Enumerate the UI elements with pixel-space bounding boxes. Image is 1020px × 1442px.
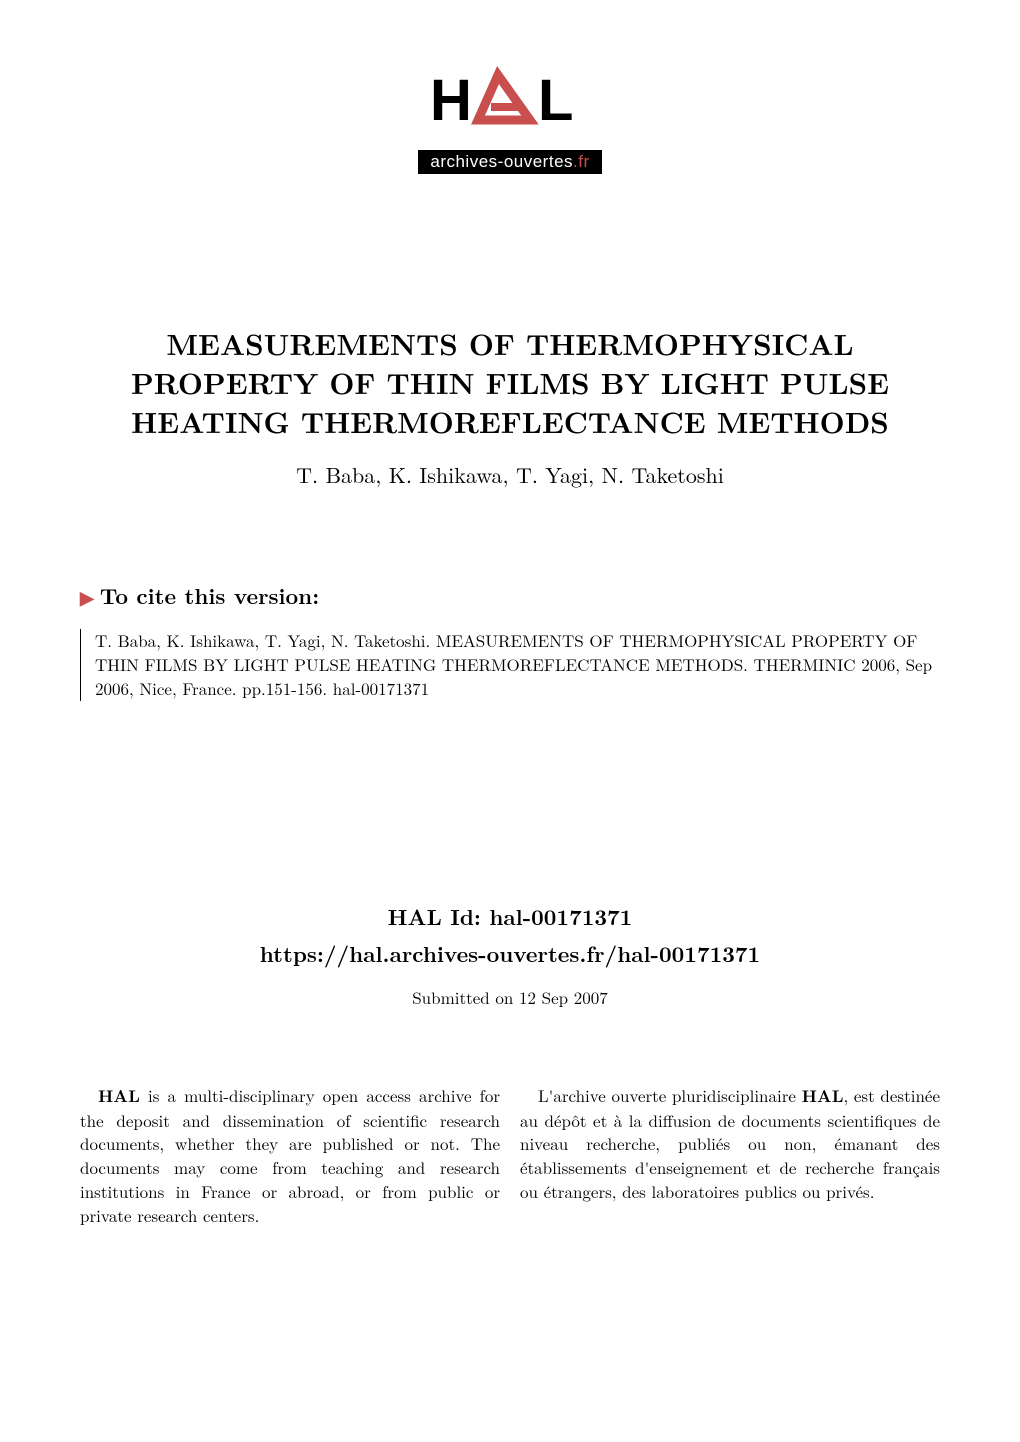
hal-id: HAL Id: hal-00171371: [0, 901, 1020, 932]
paper-title: MEASUREMENTS OF THERMOPHYSICAL PROPERTY …: [80, 324, 940, 441]
cite-heading: ▶To cite this version:: [80, 580, 940, 611]
description-left: HAL is a multi-disciplinary open access …: [80, 1084, 500, 1228]
hal-bold-left: HAL: [98, 1084, 140, 1108]
tagline-prefix: archives-ouvertes: [430, 152, 573, 171]
arrow-icon: ▶: [80, 585, 94, 610]
submitted-date: Submitted on 12 Sep 2007: [0, 985, 1020, 1009]
description-section: HAL is a multi-disciplinary open access …: [0, 1084, 1020, 1228]
svg-text:H: H: [430, 68, 474, 133]
description-right-prefix: L'archive ouverte pluridisciplinaire: [538, 1083, 802, 1107]
paper-authors: T. Baba, K. Ishikawa, T. Yagi, N. Taketo…: [80, 459, 940, 490]
hal-id-section: HAL Id: hal-00171371 https://hal.archive…: [0, 901, 1020, 1009]
logo-container: H L archives-ouvertes.fr: [0, 0, 1020, 174]
description-right: L'archive ouverte pluridisciplinaire HAL…: [520, 1084, 940, 1228]
cite-heading-text: To cite this version:: [100, 580, 319, 611]
tagline-suffix: .fr: [573, 152, 590, 171]
hal-logo-svg: H L: [420, 65, 600, 135]
svg-text:L: L: [538, 68, 575, 133]
logo-letters: H L: [418, 65, 601, 149]
cite-section: ▶To cite this version: T. Baba, K. Ishik…: [0, 580, 1020, 700]
description-left-text: is a multi-disciplinary open access arch…: [80, 1083, 500, 1227]
hal-url[interactable]: https://hal.archives-ouvertes.fr/hal-001…: [0, 938, 1020, 969]
logo-tagline: archives-ouvertes.fr: [418, 150, 601, 174]
hal-bold-right: HAL: [802, 1084, 844, 1108]
hal-logo: H L archives-ouvertes.fr: [418, 65, 601, 174]
cite-body: T. Baba, K. Ishikawa, T. Yagi, N. Taketo…: [80, 629, 940, 700]
title-section: MEASUREMENTS OF THERMOPHYSICAL PROPERTY …: [0, 324, 1020, 490]
